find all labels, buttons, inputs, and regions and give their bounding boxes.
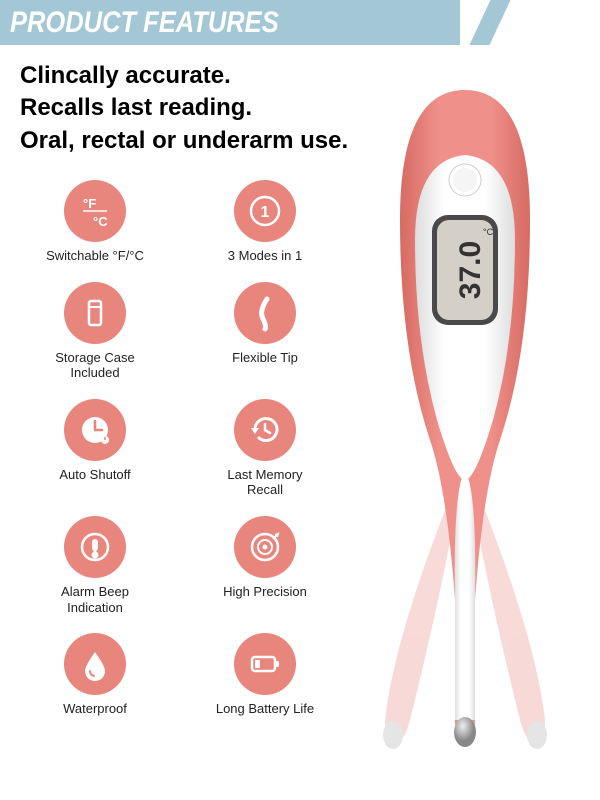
feature-alarm: Alarm Beep Indication	[20, 516, 170, 615]
flex-icon	[234, 282, 296, 344]
feature-case: Storage Case Included	[20, 282, 170, 381]
feature-label: Flexible Tip	[232, 350, 298, 366]
svg-text:37.0: 37.0	[454, 241, 487, 299]
battery-icon	[234, 633, 296, 695]
svg-text:1: 1	[261, 204, 270, 221]
feature-flex: Flexible Tip	[190, 282, 340, 381]
features-grid: °F °C Switchable °F/°C 1 3 Modes in 1 Storage…	[20, 180, 340, 717]
shutoff-icon	[64, 399, 126, 461]
feature-recall: Last Memory Recall	[190, 399, 340, 498]
feature-label: High Precision	[223, 584, 307, 600]
svg-text:°C: °C	[93, 214, 108, 229]
feature-precision: High Precision	[190, 516, 340, 615]
feature-fc: °F °C Switchable °F/°C	[20, 180, 170, 264]
feature-battery: Long Battery Life	[190, 633, 340, 717]
fc-icon: °F °C	[64, 180, 126, 242]
feature-label: 3 Modes in 1	[228, 248, 302, 264]
feature-label: Waterproof	[63, 701, 127, 717]
case-icon	[64, 282, 126, 344]
feature-label: Switchable °F/°C	[46, 248, 144, 264]
feature-shutoff: Auto Shutoff	[20, 399, 170, 498]
feature-label: Last Memory Recall	[210, 467, 320, 498]
alarm-icon	[64, 516, 126, 578]
precision-icon	[234, 516, 296, 578]
feature-label: Auto Shutoff	[59, 467, 130, 483]
header-title: PRODUCT FEATURES	[10, 6, 279, 40]
svg-text:°C: °C	[483, 227, 494, 237]
feature-label: Long Battery Life	[216, 701, 314, 717]
thermometer-image: 37.0 °C	[335, 80, 595, 780]
header: PRODUCT FEATURES	[0, 0, 600, 45]
svg-text:°F: °F	[83, 196, 96, 211]
feature-modes: 1 3 Modes in 1	[190, 180, 340, 264]
feature-label: Storage Case Included	[40, 350, 150, 381]
modes-icon: 1	[234, 180, 296, 242]
feature-label: Alarm Beep Indication	[40, 584, 150, 615]
water-icon	[64, 633, 126, 695]
feature-water: Waterproof	[20, 633, 170, 717]
recall-icon	[234, 399, 296, 461]
